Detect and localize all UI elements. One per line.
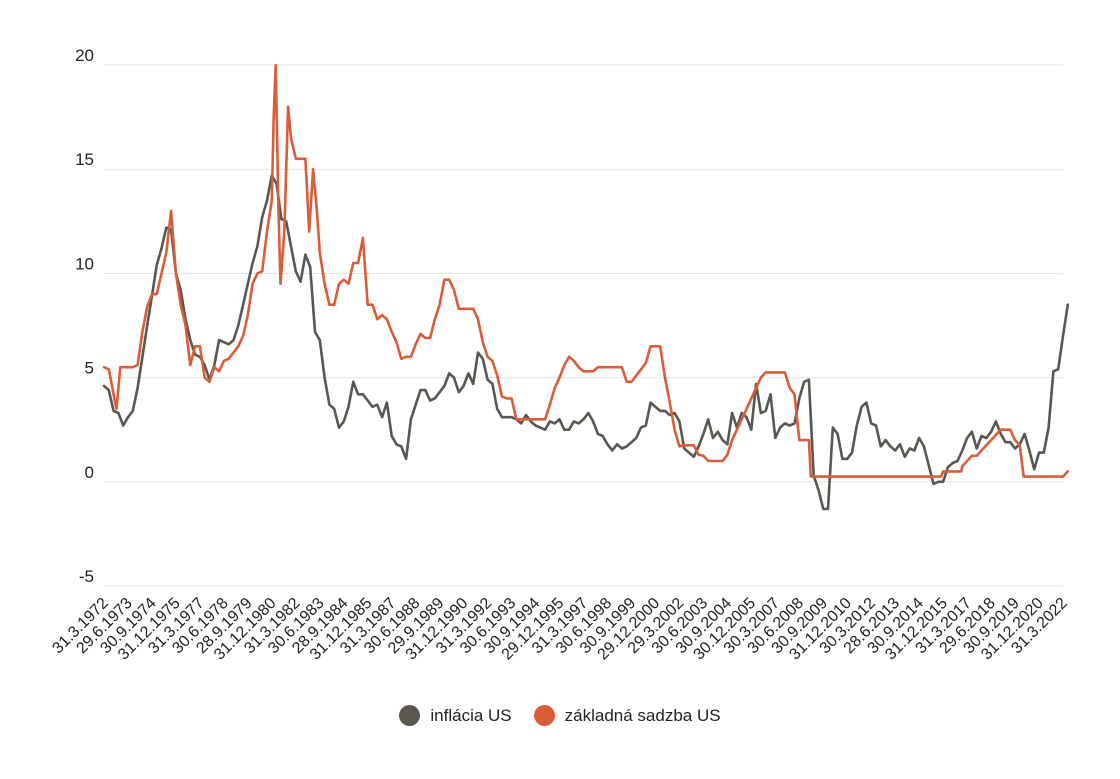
y-axis-ticks: -5 0 5 10 15 20 — [75, 46, 94, 586]
x-axis-ticks: 31.3.197229.6.197330.9.197431.12.197531.… — [49, 595, 1070, 664]
series-line-1 — [102, 63, 1070, 478]
series-lines — [102, 63, 1070, 511]
y-tick-label: 15 — [75, 150, 94, 169]
y-tick-label: 10 — [75, 254, 94, 273]
y-tick-label: 5 — [85, 359, 94, 378]
legend-label-inflation: inflácia US — [430, 705, 512, 725]
legend-item-inflation[interactable]: inflácia US — [399, 705, 512, 726]
y-tick-label: 0 — [85, 463, 94, 482]
y-tick-label: -5 — [79, 567, 94, 586]
legend-swatch-inflation — [399, 705, 421, 726]
legend: inflácia US základná sadzba US — [0, 705, 1120, 726]
legend-item-base-rate[interactable]: základná sadzba US — [533, 705, 721, 726]
legend-swatch-base-rate — [533, 705, 555, 726]
legend-label-base-rate: základná sadzba US — [564, 705, 721, 725]
gridlines — [104, 64, 1063, 587]
y-tick-label: 20 — [75, 46, 94, 65]
series-line-0 — [102, 174, 1070, 511]
